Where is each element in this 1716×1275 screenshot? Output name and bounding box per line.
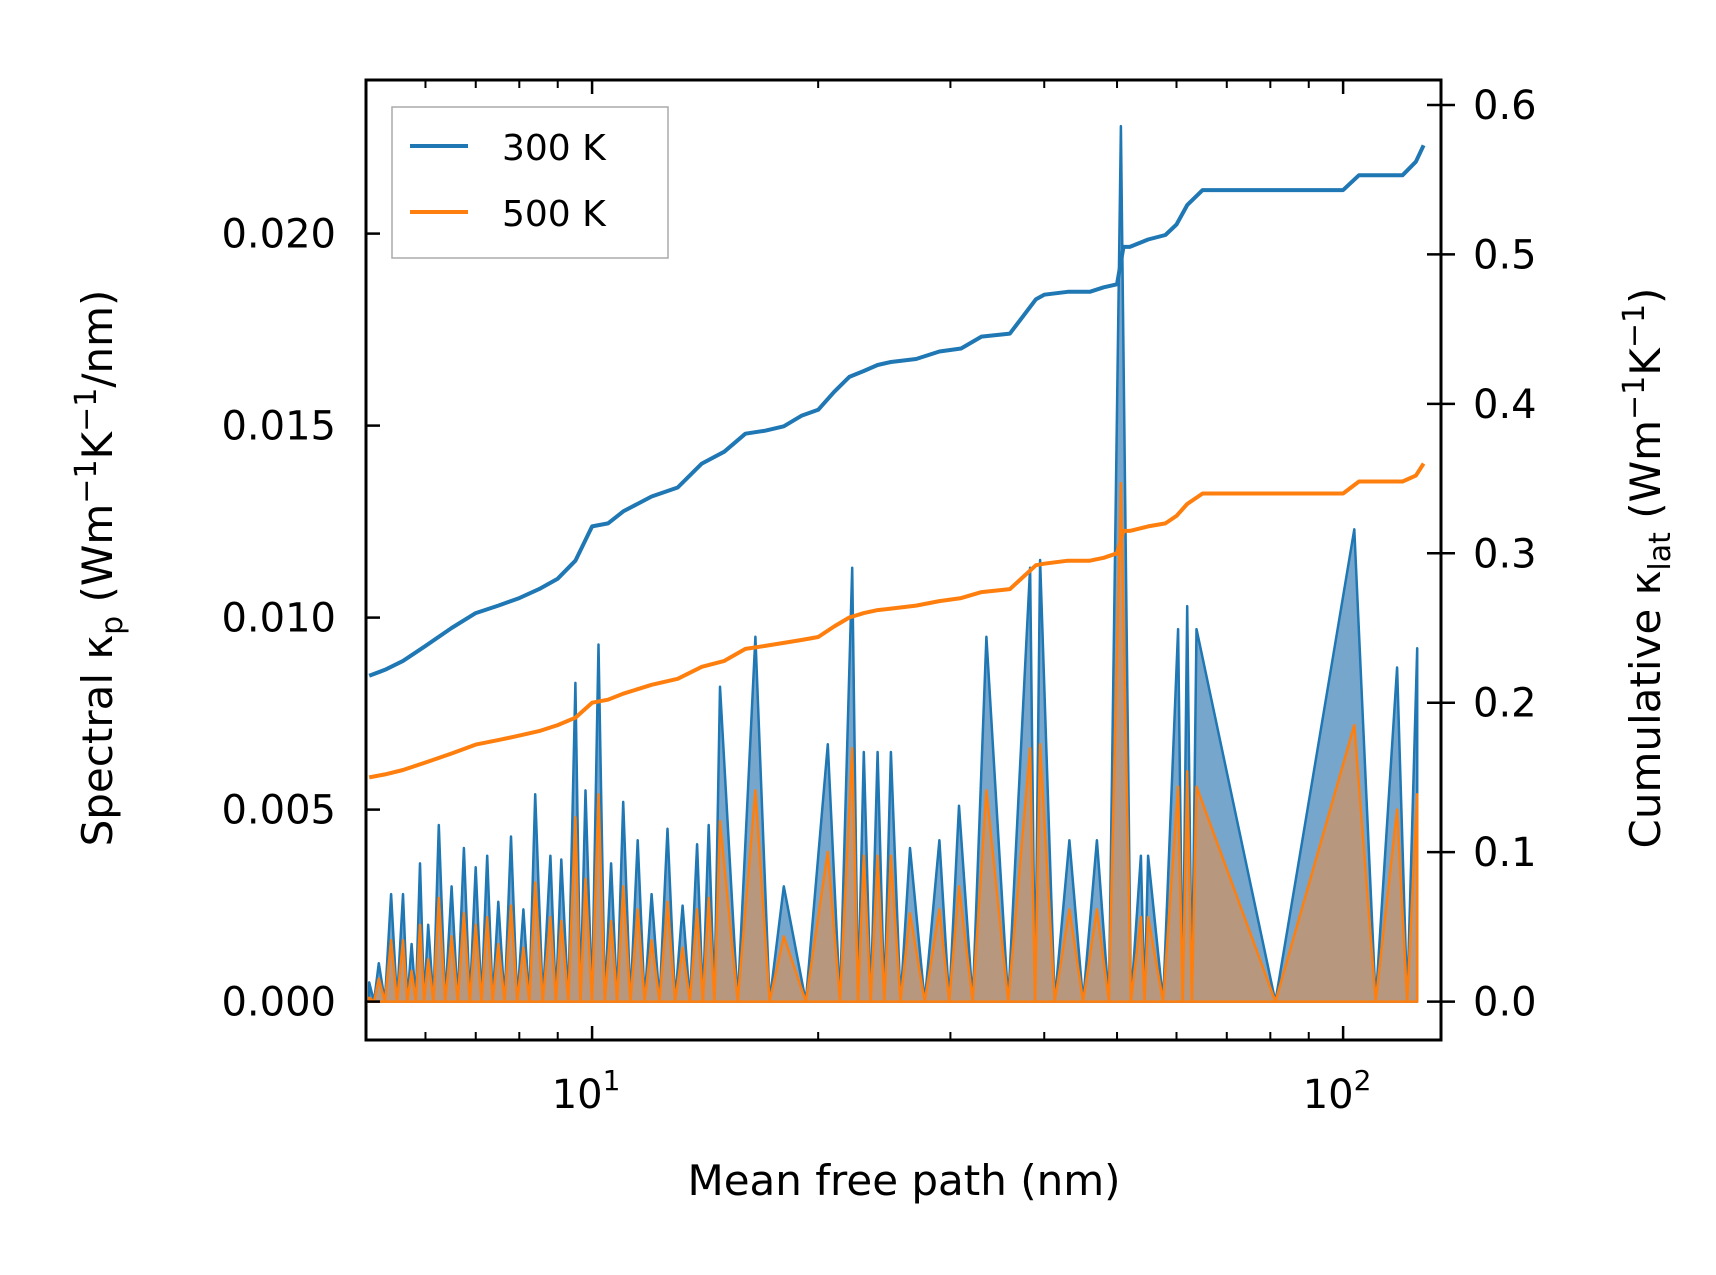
x-axis-title: Mean free path (nm) (687, 1156, 1120, 1205)
y-left-tick-label: 0.020 (221, 212, 336, 258)
x-tick-label: 101 (552, 1064, 621, 1118)
y-left-tick-label: 0.000 (221, 980, 336, 1026)
y-right-tick-label: 0.5 (1473, 232, 1537, 278)
y-right-tick-label: 0.4 (1473, 382, 1537, 428)
y-right-tick-label: 0.2 (1473, 681, 1537, 727)
y-left-tick-label: 0.010 (221, 596, 336, 642)
axis-ticks: 0.000 0.005 0.010 0.015 0.020 0.0 0.1 0.2 0.3 0.4… (221, 80, 1537, 1118)
cumulative-line-300k (368, 144, 1426, 678)
y-left-axis-title: Spectral κp (Wm−1K−1/nm) (69, 290, 130, 847)
y-right-axis-title: Cumulative κlat (Wm−1K−1) (1617, 288, 1678, 849)
y-right-tick-label: 0.6 (1473, 83, 1537, 129)
legend-label-300k: 300 K (502, 128, 607, 169)
spectral-area-500k (367, 481, 1419, 1003)
y-right-tick-label: 0.3 (1473, 531, 1537, 577)
x-tick-label: 102 (1303, 1064, 1372, 1118)
spectral-fills (367, 124, 1419, 1003)
legend-label-500k: 500 K (502, 194, 607, 235)
legend-box (391, 106, 669, 259)
cumulative-line-500k (368, 462, 1426, 780)
y-right-tick-label: 0.0 (1473, 980, 1537, 1026)
data-lines (368, 144, 1426, 780)
y-left-tick-label: 0.015 (221, 404, 336, 450)
y-left-tick-label: 0.005 (221, 788, 336, 834)
legend: 300 K 500 K (391, 106, 669, 259)
plot-frame (364, 78, 1443, 1042)
y-right-tick-label: 0.1 (1473, 830, 1537, 876)
